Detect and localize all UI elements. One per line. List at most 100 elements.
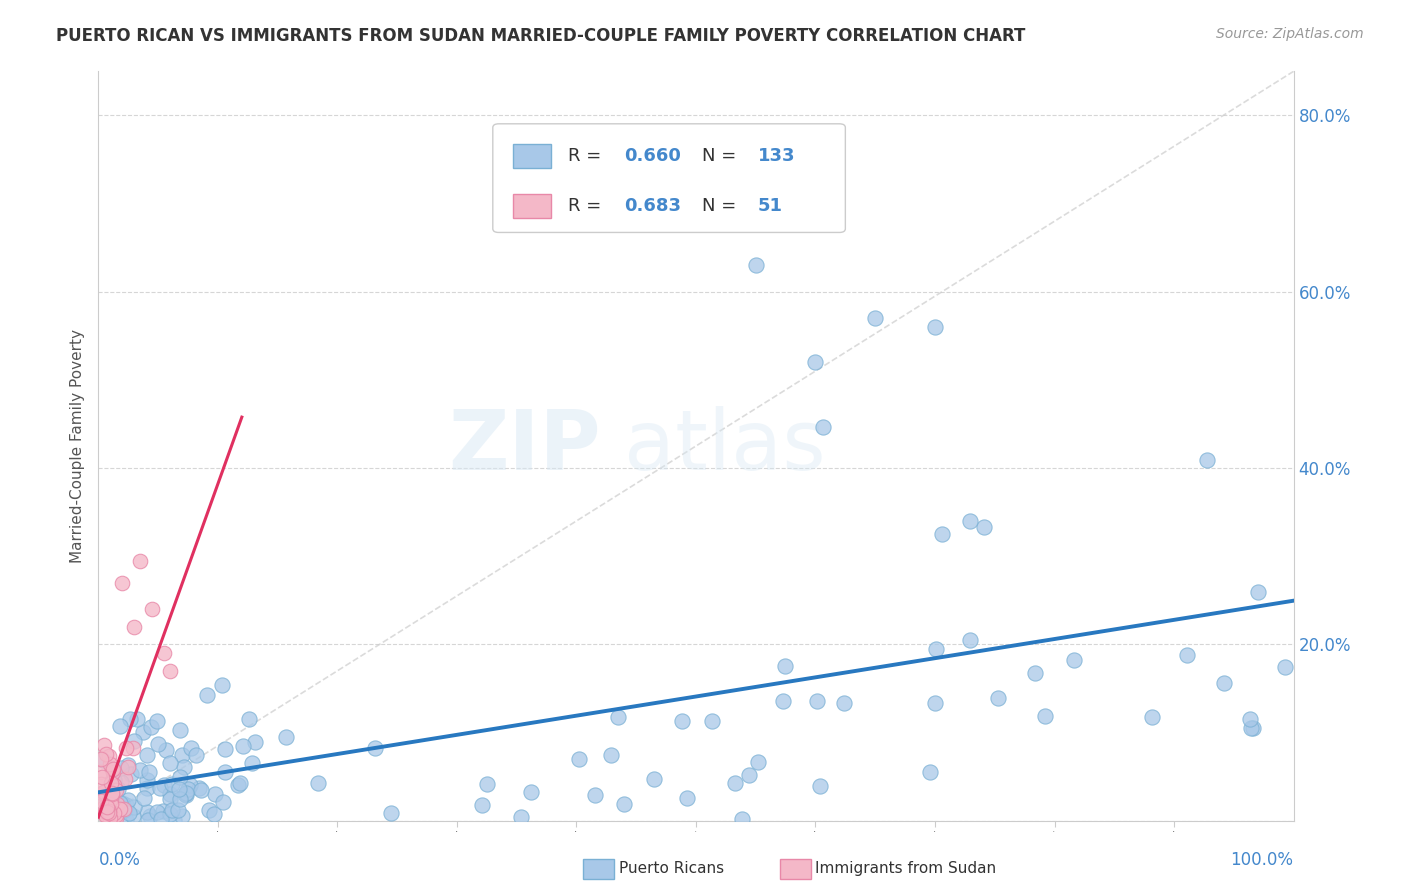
Point <box>98 807 121 822</box>
Text: 0.683: 0.683 <box>624 197 682 216</box>
Point <box>110 775 132 789</box>
Point <box>162 777 184 791</box>
Point <box>111 796 134 810</box>
Point <box>163 814 186 828</box>
Point <box>240 756 263 770</box>
Point <box>806 694 828 708</box>
Point <box>100 792 122 806</box>
Point <box>1247 585 1270 599</box>
Point <box>204 787 226 801</box>
Point <box>731 812 754 826</box>
Point <box>832 696 855 710</box>
Point <box>159 787 181 801</box>
Point <box>122 800 145 814</box>
Text: 0.0%: 0.0% <box>98 851 141 869</box>
Point <box>243 735 266 749</box>
Point <box>190 782 212 797</box>
Point <box>129 553 152 567</box>
Point <box>159 807 181 822</box>
Point <box>105 811 128 825</box>
Point <box>959 632 981 647</box>
Point <box>1212 675 1234 690</box>
Point <box>931 527 953 541</box>
Point <box>811 420 834 434</box>
Point <box>924 320 946 334</box>
Point <box>100 792 122 806</box>
Text: 100.0%: 100.0% <box>1230 851 1294 869</box>
Point <box>100 776 122 790</box>
Point <box>108 796 131 810</box>
Point <box>174 788 197 802</box>
Point <box>202 807 225 822</box>
Point <box>773 659 796 673</box>
Point <box>117 793 139 807</box>
Point <box>613 797 636 811</box>
Point <box>643 772 665 787</box>
Text: Immigrants from Sudan: Immigrants from Sudan <box>815 862 997 876</box>
Point <box>1177 648 1199 662</box>
Point <box>159 756 181 770</box>
Point <box>307 776 329 790</box>
Point <box>103 778 125 792</box>
Point <box>179 778 201 792</box>
Point <box>276 731 298 745</box>
Point <box>146 737 169 751</box>
Point <box>738 768 761 782</box>
Point <box>1239 712 1261 726</box>
Point <box>170 809 193 823</box>
Point <box>93 785 115 799</box>
Point <box>93 738 115 752</box>
Point <box>1140 710 1163 724</box>
Point <box>122 808 145 822</box>
Point <box>671 714 693 728</box>
Point <box>149 812 172 826</box>
Point <box>804 355 827 369</box>
Point <box>90 794 112 808</box>
Point <box>122 741 145 756</box>
Point <box>94 807 117 822</box>
Point <box>228 776 250 790</box>
Point <box>145 805 167 819</box>
Point <box>104 800 127 814</box>
Point <box>232 739 254 753</box>
FancyBboxPatch shape <box>494 124 845 233</box>
Point <box>98 786 121 800</box>
Point <box>155 743 177 757</box>
Point <box>149 781 172 796</box>
Point <box>772 694 794 708</box>
Point <box>98 756 121 771</box>
Point <box>115 814 138 828</box>
Point <box>111 575 134 590</box>
Point <box>134 791 156 805</box>
Point <box>1033 709 1056 723</box>
Point <box>170 747 193 762</box>
Point <box>920 765 942 780</box>
Point <box>101 786 124 800</box>
Point <box>184 747 207 762</box>
Text: Source: ZipAtlas.com: Source: ZipAtlas.com <box>1216 27 1364 41</box>
Point <box>107 782 129 797</box>
Point <box>96 800 118 814</box>
Point <box>101 762 124 776</box>
Point <box>100 803 122 817</box>
Point <box>159 792 181 806</box>
Point <box>112 803 135 817</box>
Point <box>93 786 115 800</box>
Point <box>187 781 209 796</box>
Text: N =: N = <box>702 147 742 165</box>
Point <box>471 798 494 813</box>
Text: 0.660: 0.660 <box>624 147 681 165</box>
Point <box>519 785 541 799</box>
Point <box>111 803 134 817</box>
Point <box>90 776 112 790</box>
Point <box>96 792 118 806</box>
Point <box>380 805 402 820</box>
Point <box>364 740 387 755</box>
Point <box>115 798 138 813</box>
Point <box>745 258 768 272</box>
Point <box>676 790 699 805</box>
Point <box>108 719 131 733</box>
Point <box>238 712 260 726</box>
Point <box>169 770 191 784</box>
Point <box>98 811 121 825</box>
